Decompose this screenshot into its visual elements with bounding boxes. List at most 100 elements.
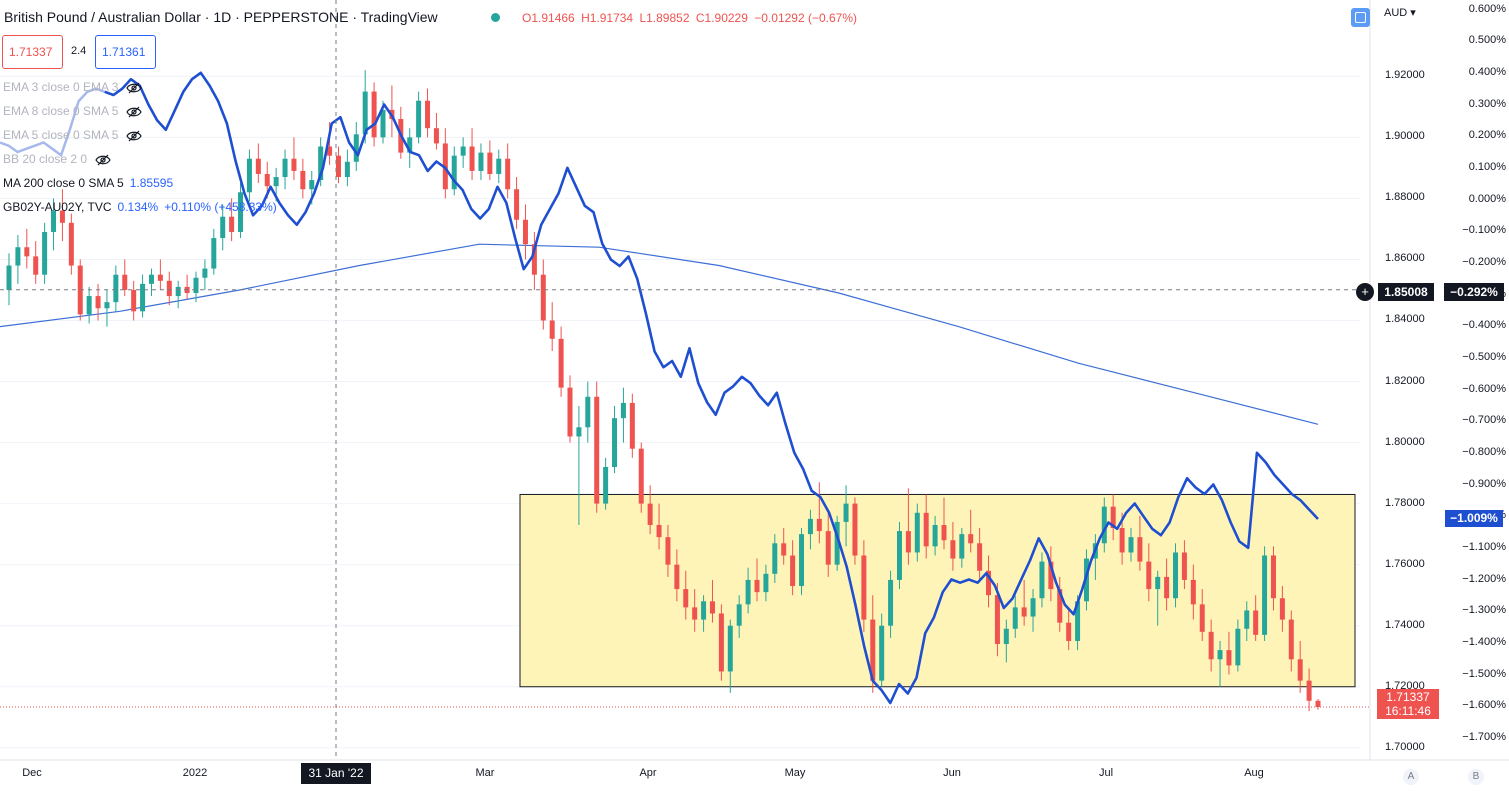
ohlc-readout: O1.91466 H1.91734 L1.89852 C1.90229 −0.0… [522,11,860,25]
indicator-label: GB02Y-AU02Y, TVC [3,200,112,214]
candle-body [701,601,707,620]
candle-body [861,555,867,620]
candle-body [95,296,101,309]
candle-body [585,396,591,428]
candle-body [1297,659,1303,681]
eye-hidden-icon[interactable] [95,154,111,166]
percent-tick: 0.200% [1468,129,1506,142]
percent-tick: −0.600% [1462,382,1506,395]
candle-body [514,189,520,220]
crosshair-date-badge: 31 Jan '22 [301,763,371,784]
candle-body [166,280,172,297]
price-tick: 1.76000 [1385,557,1425,570]
candle-body [505,158,511,190]
price-tick: 1.80000 [1385,435,1425,448]
indicator-label: EMA 8 close 0 SMA 5 [3,104,119,118]
add-order-icon[interactable]: + [1356,283,1374,301]
currency-selector[interactable]: AUD ▾ [1384,7,1416,19]
auto-scale-button[interactable]: A [1403,769,1419,785]
candle-body [24,247,30,257]
candle-body [496,158,502,174]
candle-body [905,531,911,553]
candle-body [870,619,876,681]
candle-body [1057,589,1063,623]
price-tick: 1.74000 [1385,618,1425,631]
candle-body [1155,576,1161,590]
candle-body [540,274,546,321]
time-tick: May [784,767,806,779]
candle-body [603,466,609,504]
market-status-dot [491,13,500,22]
candle-body [1030,598,1036,617]
percent-tick: −1.500% [1462,667,1506,680]
indicator-row[interactable]: MA 200 close 0 SMA 5 1.85595 [3,176,173,190]
candle-body [1003,628,1009,645]
candle-body [1083,558,1089,602]
candle-body [620,402,626,419]
candle-body [371,91,377,138]
time-tick: Dec [22,767,42,779]
candle-body [683,589,689,608]
last-price-value: 1.71337 [1386,690,1430,704]
sell-button[interactable]: 1.71337 [2,35,63,69]
candle-body [1315,700,1321,707]
indicator-label: EMA 5 close 0 SMA 5 [3,128,119,142]
candle-body [264,173,270,187]
candle-body [531,244,537,275]
spread-line-faded [0,87,106,158]
candle-body [416,100,422,138]
candle-body [825,531,831,565]
candle-body [656,524,662,538]
candle-body [754,579,760,593]
price-tick: 1.82000 [1385,374,1425,387]
buy-button[interactable]: 1.71361 [95,35,156,69]
candle-body [291,158,297,171]
symbol-title[interactable]: British Pound / Australian Dollar · 1D ·… [4,9,438,25]
candle-body [327,146,333,156]
price-tick: 1.92000 [1385,69,1425,82]
candle-body [33,256,39,275]
ohlc-high: H1.91734 [581,11,634,25]
percent-tick: −1.400% [1462,635,1506,648]
candle-body [157,274,163,281]
candle-body [1288,619,1294,660]
snapshot-icon[interactable] [1351,8,1370,27]
percent-tick: −1.600% [1462,699,1506,712]
indicator-value: 1.85595 [129,176,174,190]
bar-countdown: 16:11:46 [1385,704,1431,718]
candle-body [1066,622,1072,641]
indicator-row[interactable]: BB 20 close 2 0 [3,152,111,166]
candle-body [647,503,653,525]
percent-tick: −1.700% [1462,730,1506,743]
candle-body [1279,598,1285,620]
indicator-row[interactable]: GB02Y-AU02Y, TVC 0.134% +0.110% (+458.33%) [3,200,277,214]
candle-body [1208,631,1214,660]
candle-body [718,613,724,672]
eye-hidden-icon[interactable] [126,106,143,118]
last-price-badge: 1.71337 16:11:46 [1377,689,1439,719]
indicator-row[interactable]: EMA 8 close 0 SMA 5 [3,104,143,118]
indicator-row[interactable]: EMA 3 close 0 EMA 3 [3,80,143,94]
spread-line [104,71,1319,705]
candle-body [629,402,635,449]
candle-body [59,210,65,223]
candle-body [941,524,947,541]
indicator-row[interactable]: EMA 5 close 0 SMA 5 [3,128,143,142]
log-scale-button[interactable]: B [1468,769,1484,785]
candle-body [576,427,582,437]
price-tick: 1.90000 [1385,130,1425,143]
time-tick: Jun [943,767,961,779]
eye-hidden-icon[interactable] [126,130,143,142]
currency-label: AUD [1384,7,1408,19]
percent-tick: 0.500% [1468,34,1506,47]
spread-last-badge: −1.009% [1445,510,1503,527]
candle-body [1262,555,1268,635]
candle-body [1226,650,1232,666]
eye-hidden-icon[interactable] [126,82,143,94]
candle-body [211,238,217,269]
candle-body [433,128,439,144]
percent-tick: −0.700% [1462,414,1506,427]
candle-body [763,573,769,593]
candle-body [843,503,849,522]
